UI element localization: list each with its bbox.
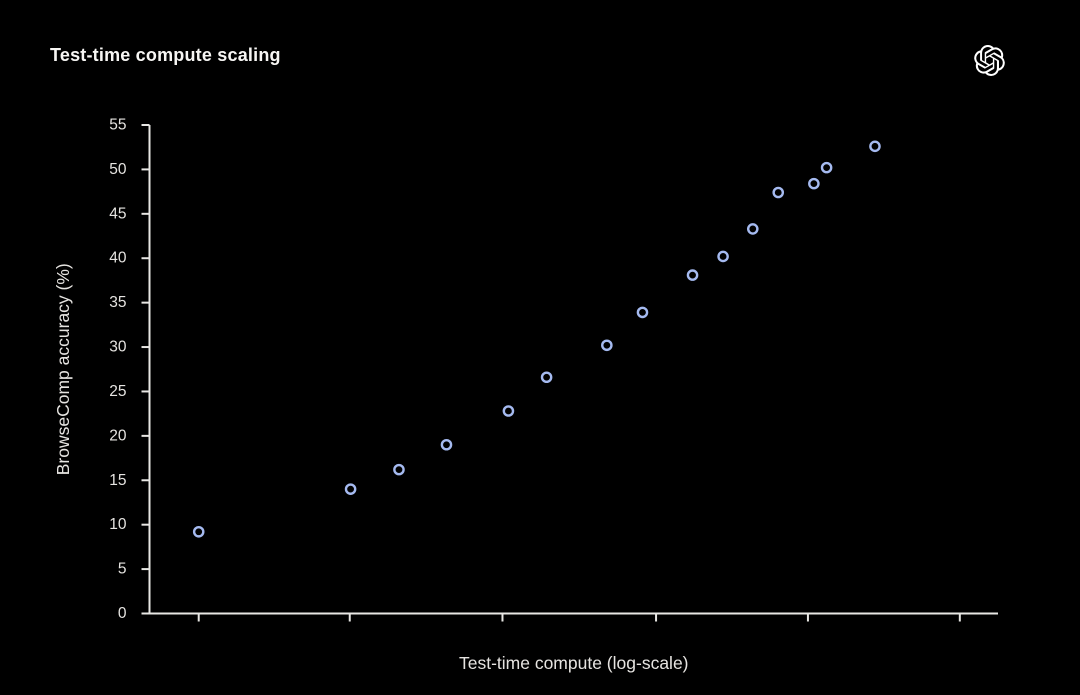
y-tick-label: 15 <box>109 472 126 489</box>
y-tick-label: 25 <box>109 383 126 400</box>
data-point <box>686 269 699 281</box>
y-tick-label: 30 <box>109 339 127 356</box>
y-axis-label: BrowseComp accuracy (%) <box>53 263 73 475</box>
data-point <box>772 186 785 199</box>
y-tick-label: 50 <box>109 161 127 178</box>
data-point <box>440 438 453 451</box>
y-tick-label: 5 <box>118 561 127 578</box>
data-point <box>869 140 881 153</box>
chart-title: Test-time compute scaling <box>50 45 281 65</box>
data-point <box>192 525 205 538</box>
data-point <box>717 250 729 263</box>
data-point <box>502 405 515 417</box>
x-axis-label: Test-time compute (log-scale) <box>459 653 689 673</box>
data-point <box>808 177 820 190</box>
data-point <box>601 339 613 352</box>
data-point <box>540 371 553 384</box>
data-point <box>636 306 649 319</box>
data-point <box>746 223 759 235</box>
y-tick-label: 10 <box>109 516 127 533</box>
axis-spine <box>148 125 998 615</box>
data-point <box>344 483 357 495</box>
openai-logo-icon <box>974 45 1005 76</box>
y-tick-label: 45 <box>109 205 126 222</box>
y-tick-label: 40 <box>109 250 127 267</box>
data-point <box>393 463 405 476</box>
y-tick-label: 35 <box>109 294 126 311</box>
y-tick-label: 0 <box>118 605 127 622</box>
y-tick-label: 55 <box>109 117 126 134</box>
data-point <box>820 161 833 174</box>
y-tick-label: 20 <box>109 427 127 444</box>
